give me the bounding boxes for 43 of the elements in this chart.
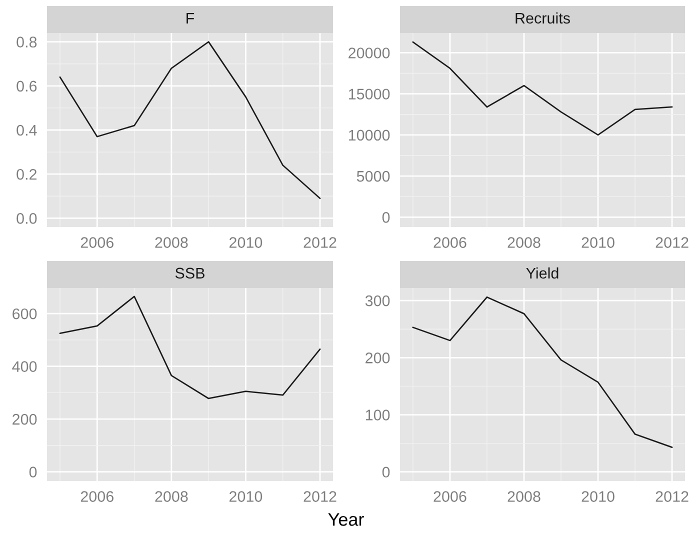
x-tick-label: 2006 xyxy=(80,491,114,502)
x-tick-label: 2008 xyxy=(155,237,188,248)
chart-title: Recruits xyxy=(516,12,570,24)
x-tick-label: 2010 xyxy=(229,491,262,502)
x-tick-label: 2012 xyxy=(656,491,688,502)
y-tick-label: 0.0 xyxy=(16,213,37,224)
line-series xyxy=(412,296,673,448)
y-tick-label: 600 xyxy=(12,308,37,320)
y-tick-label: 0 xyxy=(382,212,390,223)
chart-title: SSB xyxy=(175,268,204,279)
x-tick-label: 2008 xyxy=(508,237,540,248)
x-tick-label: 2006 xyxy=(434,237,466,248)
y-tick-label: 0.8 xyxy=(16,36,37,48)
y-tick-label: 0.6 xyxy=(16,80,37,92)
y-tick-label: 300 xyxy=(365,295,390,306)
y-tick-label: 15000 xyxy=(348,88,390,100)
x-axis-title: Year xyxy=(328,513,364,526)
x-tick-label: 2010 xyxy=(229,237,262,248)
x-tick-label: 2006 xyxy=(80,237,114,248)
y-tick-label: 100 xyxy=(366,410,390,420)
y-tick-label: 0 xyxy=(29,466,37,478)
y-tick-label: 0 xyxy=(382,466,390,478)
chart-title: F xyxy=(186,12,194,24)
y-tick-label: 10000 xyxy=(348,130,390,141)
y-tick-label: 20000 xyxy=(348,48,390,58)
x-tick-label: 2008 xyxy=(508,491,540,502)
y-tick-label: 0.2 xyxy=(16,168,37,180)
x-tick-label: 2006 xyxy=(434,491,466,502)
line-series xyxy=(59,41,321,200)
y-tick-label: 400 xyxy=(12,361,37,372)
y-tick-label: 200 xyxy=(366,352,390,364)
x-tick-label: 2012 xyxy=(304,491,336,502)
y-tick-label: 0.4 xyxy=(16,124,37,136)
chart-title: Yield xyxy=(526,267,558,279)
line-series xyxy=(59,296,321,400)
x-tick-label: 2012 xyxy=(656,237,688,248)
line-series xyxy=(412,41,673,136)
x-tick-label: 2010 xyxy=(582,237,614,248)
x-tick-label: 2008 xyxy=(155,491,188,502)
y-tick-label: 5000 xyxy=(356,170,390,182)
y-tick-label: 200 xyxy=(12,414,37,425)
x-tick-label: 2010 xyxy=(582,491,614,502)
x-tick-label: 2012 xyxy=(304,237,336,248)
